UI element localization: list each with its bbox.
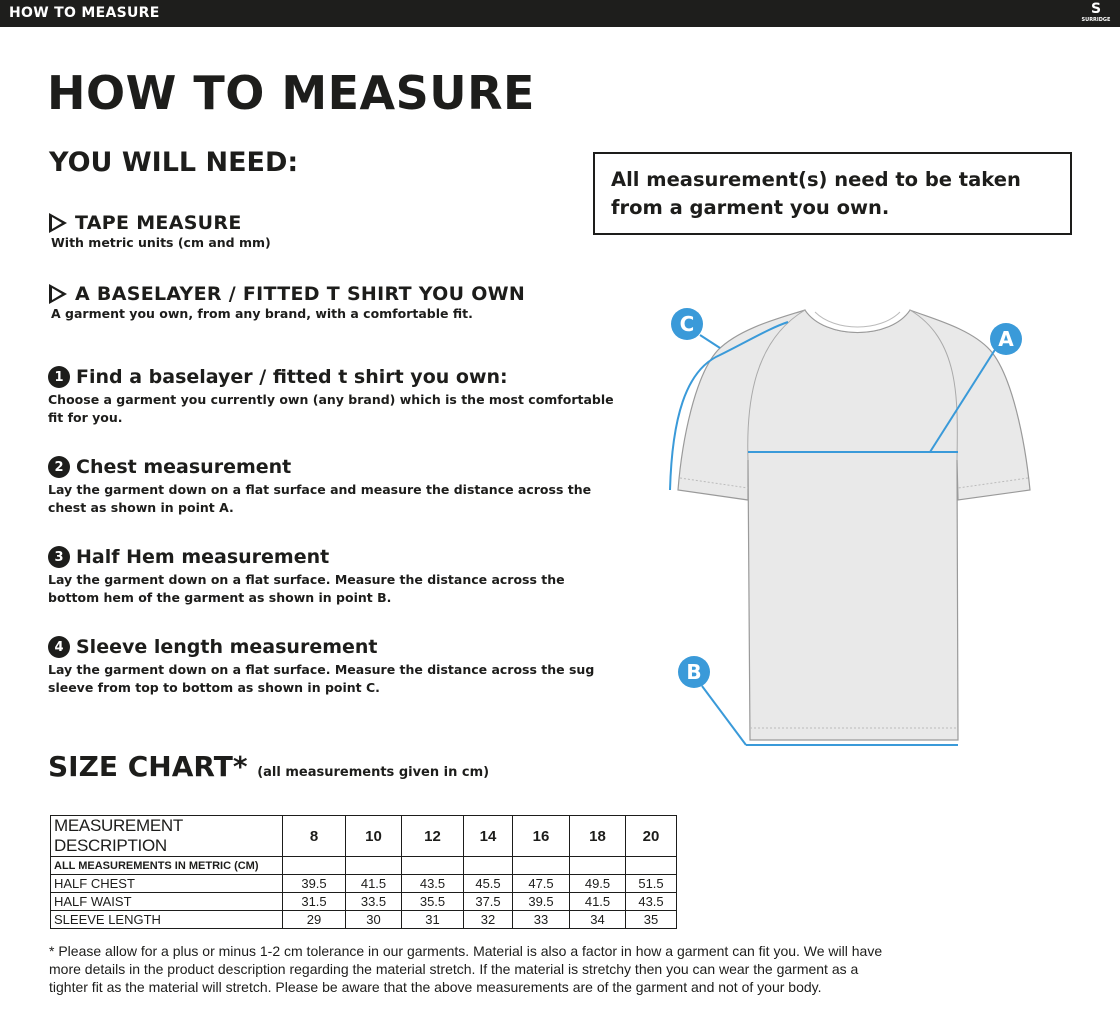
value-cell: 35.5 bbox=[401, 892, 464, 911]
table-header-row: MEASUREMENT DESCRIPTION 8 10 12 14 16 18… bbox=[50, 815, 677, 857]
point-a-label: A bbox=[998, 327, 1014, 351]
step: 4 Sleeve length measurement Lay the garme… bbox=[48, 636, 618, 697]
value-cell: 31 bbox=[401, 910, 464, 929]
value-cell: 39.5 bbox=[282, 874, 346, 893]
step: 3 Half Hem measurement Lay the garment do… bbox=[48, 546, 588, 607]
step-desc: Lay the garment down on a flat surface. … bbox=[48, 662, 595, 695]
value-cell: 34 bbox=[569, 910, 626, 929]
subheader-cell: ALL MEASUREMENTS IN METRIC (CM) bbox=[50, 856, 283, 875]
table-row: HALF WAIST 31.5 33.5 35.5 37.5 39.5 41.5 43.5 bbox=[50, 892, 677, 911]
header-cell: MEASUREMENT DESCRIPTION bbox=[50, 815, 283, 857]
value-cell: 39.5 bbox=[512, 892, 570, 911]
header-cell: 18 bbox=[569, 815, 626, 857]
value-cell: 32 bbox=[463, 910, 513, 929]
point-a-marker bbox=[990, 323, 1022, 355]
header-cell: 8 bbox=[282, 815, 346, 857]
value-cell: 29 bbox=[282, 910, 346, 929]
row-label: HALF WAIST bbox=[50, 892, 283, 911]
value-cell: 30 bbox=[345, 910, 402, 929]
step-number: 1 bbox=[48, 366, 70, 388]
table-row: SLEEVE LENGTH 29 30 31 32 33 34 35 bbox=[50, 910, 677, 929]
value-cell: 37.5 bbox=[463, 892, 513, 911]
size-chart-heading: SIZE CHART* bbox=[48, 750, 248, 783]
step-number: 3 bbox=[48, 546, 70, 568]
header-cell: 16 bbox=[512, 815, 570, 857]
header-title: HOW TO MEASURE bbox=[9, 5, 160, 21]
value-cell: 43.5 bbox=[625, 892, 677, 911]
table-row: HALF CHEST 39.5 41.5 43.5 45.5 47.5 49.5 51.5 bbox=[50, 874, 677, 893]
value-cell: 33 bbox=[512, 910, 570, 929]
point-b-marker bbox=[678, 656, 710, 688]
footnote: * Please allow for a plus or minus 1-2 c… bbox=[49, 943, 883, 995]
value-cell: 43.5 bbox=[401, 874, 464, 893]
header-cell: 10 bbox=[345, 815, 402, 857]
triangle-bullet-icon bbox=[49, 213, 67, 233]
value-cell: 41.5 bbox=[345, 874, 402, 893]
size-chart-table: MEASUREMENT DESCRIPTION 8 10 12 14 16 18… bbox=[50, 815, 677, 929]
step-desc: Lay the garment down on a flat surface a… bbox=[48, 482, 592, 515]
you-will-need-title: YOU WILL NEED: bbox=[49, 147, 299, 178]
sleeve-measure-line bbox=[669, 321, 789, 491]
step-desc: Lay the garment down on a flat surface. … bbox=[48, 572, 565, 605]
triangle-bullet-icon bbox=[49, 284, 67, 304]
tshirt-diagram: C A B bbox=[669, 308, 1031, 746]
value-cell: 49.5 bbox=[569, 874, 626, 893]
page-title: HOW TO MEASURE bbox=[47, 66, 535, 120]
value-cell: 45.5 bbox=[463, 874, 513, 893]
value-cell: 33.5 bbox=[345, 892, 402, 911]
point-c-label: C bbox=[680, 312, 695, 336]
value-cell: 31.5 bbox=[282, 892, 346, 911]
step-number: 2 bbox=[48, 456, 70, 478]
need-item-desc: With metric units (cm and mm) bbox=[51, 235, 271, 250]
step-number: 4 bbox=[48, 636, 70, 658]
need-item-title: A BASELAYER / FITTED T SHIRT YOU OWN bbox=[75, 283, 526, 305]
step-desc: Choose a garment you currently own (any … bbox=[48, 392, 614, 425]
value-cell: 41.5 bbox=[569, 892, 626, 911]
surridge-logo: S SURRIDGE bbox=[1081, 1, 1111, 24]
step-title: Sleeve length measurement bbox=[76, 636, 378, 658]
need-item: TAPE MEASURE With metric units (cm and m… bbox=[49, 212, 271, 252]
header-cell: 14 bbox=[463, 815, 513, 857]
header-cell: 12 bbox=[401, 815, 464, 857]
point-b-label: B bbox=[686, 660, 701, 684]
note-box: All measurement(s) need to be taken from… bbox=[593, 152, 1072, 235]
step-title: Chest measurement bbox=[76, 456, 292, 478]
value-cell: 51.5 bbox=[625, 874, 677, 893]
step-title: Half Hem measurement bbox=[76, 546, 330, 568]
value-cell: 35 bbox=[625, 910, 677, 929]
step: 1 Find a baselayer / fitted t shirt you o… bbox=[48, 366, 618, 427]
top-bar: HOW TO MEASURE S SURRIDGE bbox=[0, 0, 1120, 27]
size-chart-subtitle: (all measurements given in cm) bbox=[257, 765, 490, 780]
need-item: A BASELAYER / FITTED T SHIRT YOU OWN A g… bbox=[49, 283, 525, 323]
need-item-desc: A garment you own, from any brand, with … bbox=[51, 306, 473, 321]
point-c-marker bbox=[671, 308, 703, 340]
table-subheader-row: ALL MEASUREMENTS IN METRIC (CM) bbox=[50, 856, 677, 875]
step-title: Find a baselayer / fitted t shirt you ow… bbox=[76, 366, 508, 388]
step: 2 Chest measurement Lay the garment down … bbox=[48, 456, 618, 517]
size-chart-title: SIZE CHART* (all measurements given in c… bbox=[48, 750, 489, 783]
value-cell: 47.5 bbox=[512, 874, 570, 893]
row-label: SLEEVE LENGTH bbox=[50, 910, 283, 929]
need-item-title: TAPE MEASURE bbox=[75, 212, 242, 234]
row-label: HALF CHEST bbox=[50, 874, 283, 893]
header-cell: 20 bbox=[625, 815, 677, 857]
